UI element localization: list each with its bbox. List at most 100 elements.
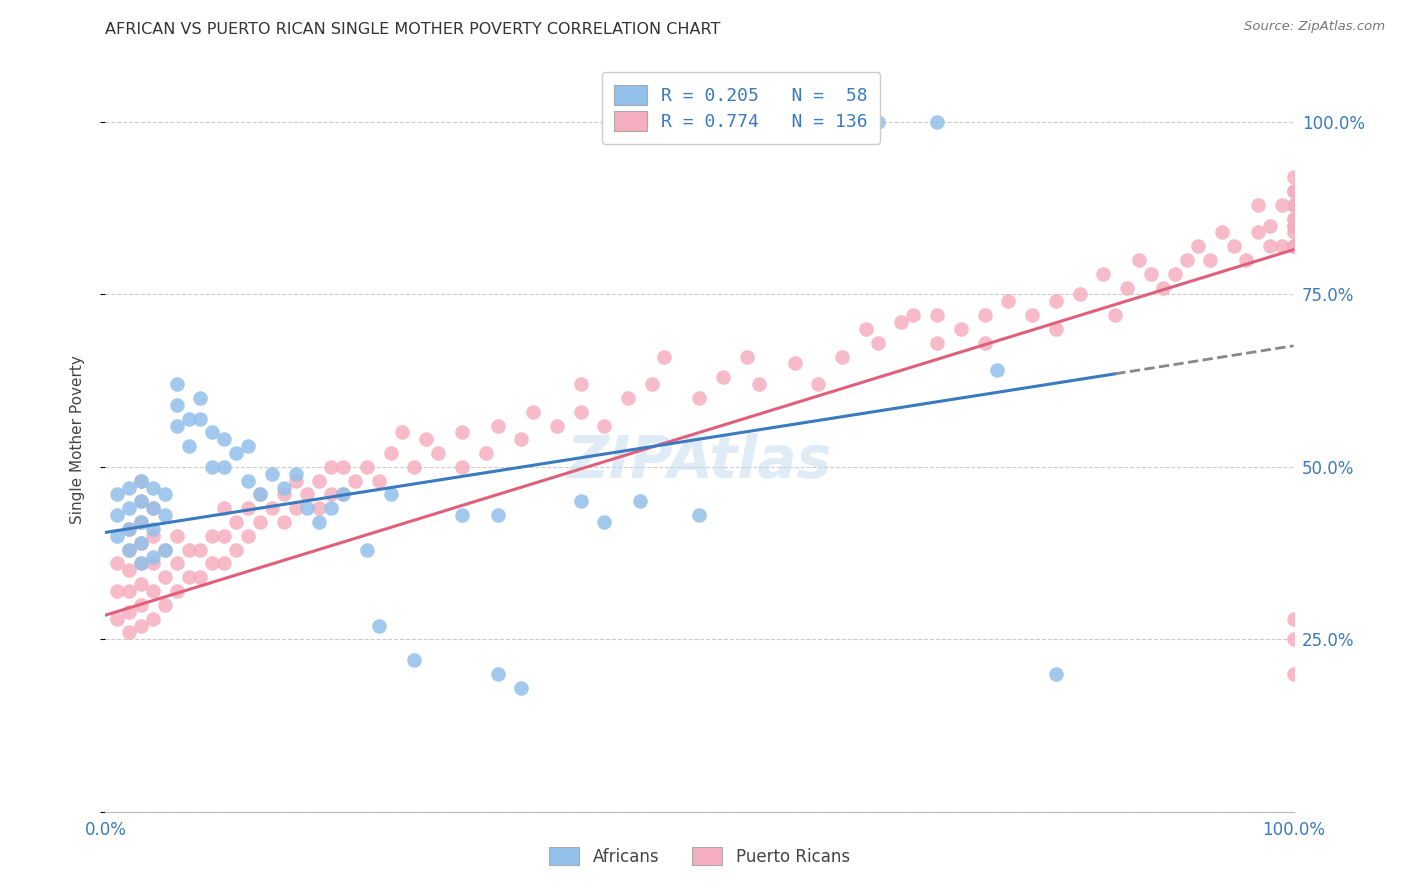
Point: [1152, 280, 1174, 294]
Point: [214, 433, 236, 447]
Point: [225, 542, 247, 557]
Point: [129, 494, 152, 508]
Point: [391, 425, 413, 440]
Point: [689, 508, 711, 523]
Point: [166, 418, 188, 433]
Point: [807, 377, 830, 392]
Point: [297, 501, 319, 516]
Point: [105, 557, 128, 571]
Point: [628, 494, 651, 508]
Point: [866, 115, 889, 129]
Point: [118, 542, 141, 557]
Point: [380, 487, 402, 501]
Point: [190, 570, 212, 584]
Point: [153, 508, 176, 523]
Point: [129, 474, 152, 488]
Point: [201, 557, 224, 571]
Point: [201, 425, 224, 440]
Point: [1258, 219, 1281, 233]
Point: [890, 315, 912, 329]
Point: [1282, 219, 1305, 233]
Point: [367, 474, 389, 488]
Point: [284, 474, 307, 488]
Point: [1282, 211, 1305, 226]
Point: [949, 322, 972, 336]
Point: [735, 350, 758, 364]
Point: [1116, 280, 1139, 294]
Point: [569, 377, 592, 392]
Point: [427, 446, 450, 460]
Point: [1175, 252, 1198, 267]
Point: [986, 363, 1008, 377]
Point: [321, 459, 343, 474]
Point: [225, 446, 247, 460]
Point: [1282, 198, 1305, 212]
Point: [689, 391, 711, 405]
Point: [1234, 252, 1257, 267]
Point: [105, 487, 128, 501]
Point: [652, 350, 675, 364]
Point: [129, 535, 152, 549]
Point: [1247, 226, 1270, 240]
Point: [118, 481, 141, 495]
Point: [1282, 184, 1305, 198]
Point: [1069, 287, 1091, 301]
Point: [105, 612, 128, 626]
Point: [617, 391, 640, 405]
Point: [474, 446, 496, 460]
Point: [129, 598, 152, 612]
Point: [1282, 184, 1305, 198]
Point: [321, 487, 343, 501]
Text: ZIPAtlas: ZIPAtlas: [567, 434, 832, 491]
Point: [105, 508, 128, 523]
Point: [297, 487, 319, 501]
Point: [641, 377, 664, 392]
Point: [129, 618, 152, 632]
Point: [118, 522, 141, 536]
Point: [273, 481, 295, 495]
Point: [177, 542, 200, 557]
Point: [118, 584, 141, 599]
Point: [260, 501, 283, 516]
Point: [1247, 198, 1270, 212]
Point: [593, 418, 616, 433]
Text: AFRICAN VS PUERTO RICAN SINGLE MOTHER POVERTY CORRELATION CHART: AFRICAN VS PUERTO RICAN SINGLE MOTHER PO…: [105, 22, 721, 37]
Point: [1271, 198, 1294, 212]
Point: [973, 335, 995, 350]
Point: [236, 501, 259, 516]
Point: [118, 522, 141, 536]
Point: [142, 501, 165, 516]
Point: [105, 584, 128, 599]
Point: [166, 398, 188, 412]
Point: [807, 115, 830, 129]
Point: [142, 481, 165, 495]
Point: [1282, 239, 1305, 253]
Point: [450, 425, 472, 440]
Point: [997, 294, 1019, 309]
Point: [510, 681, 533, 695]
Point: [129, 515, 152, 529]
Point: [866, 335, 889, 350]
Point: [249, 487, 271, 501]
Point: [486, 508, 509, 523]
Point: [1282, 170, 1305, 185]
Point: [214, 557, 236, 571]
Point: [1282, 226, 1305, 240]
Point: [249, 487, 271, 501]
Point: [129, 577, 152, 591]
Point: [486, 666, 509, 681]
Point: [214, 459, 236, 474]
Point: [321, 501, 343, 516]
Point: [332, 487, 354, 501]
Point: [153, 542, 176, 557]
Point: [142, 584, 165, 599]
Point: [356, 542, 378, 557]
Point: [214, 501, 236, 516]
Point: [1164, 267, 1187, 281]
Point: [1021, 308, 1043, 322]
Point: [118, 542, 141, 557]
Point: [129, 535, 152, 549]
Point: [569, 494, 592, 508]
Point: [903, 308, 925, 322]
Point: [1045, 294, 1067, 309]
